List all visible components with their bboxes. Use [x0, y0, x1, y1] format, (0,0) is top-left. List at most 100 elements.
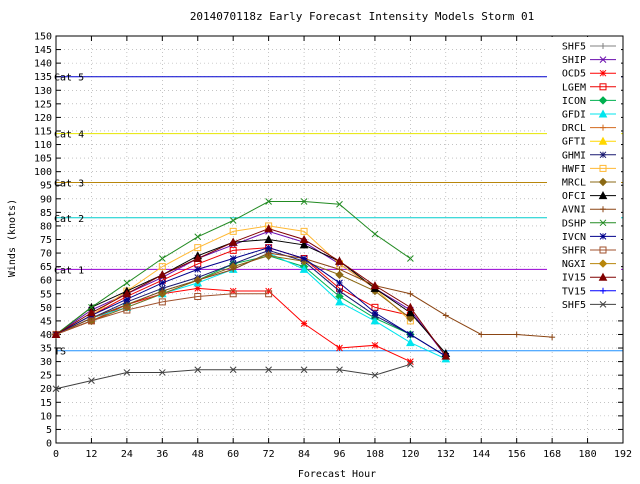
point-iv15-17-108-tr	[370, 281, 380, 290]
y-tick-label-10: 10	[40, 411, 52, 422]
point-mrcl-10-96-dm	[335, 270, 344, 279]
point-shf5-19-12-d2	[88, 377, 95, 384]
y-tick-label-125: 125	[34, 99, 52, 110]
y-axis-ticks: 0 5 10 15 20 25 30 35 40 45 50 55 60 65 70 75 80 85 90 95 10…	[34, 32, 623, 450]
series-line-ofci-11	[55, 238, 447, 354]
point-ofci-11-84-tr	[299, 240, 309, 249]
legend-marker-icon-4-dm	[598, 96, 608, 105]
point-gfdi-5-96	[335, 297, 344, 306]
legend-marker-ocd5-2-d2	[599, 69, 607, 77]
legend-label-icon-4: ICON	[562, 96, 586, 107]
point-ofci-11-120-tr	[406, 308, 415, 317]
legend-label-shf5-0: SHF5	[562, 42, 586, 53]
point-shf5-19-36	[158, 369, 166, 376]
legend-marker-dshp-13	[599, 219, 607, 227]
legend-marker-avni-12	[600, 206, 606, 213]
point-iv15-17-0-tr	[51, 329, 61, 338]
point-shf5-19-24-d2	[123, 369, 131, 376]
point-hwfi-9-48-sq	[194, 244, 202, 252]
x-tick-label-48: 48	[192, 449, 204, 460]
point-iv15-17-108	[370, 281, 380, 290]
point-ocd5-2-84	[300, 320, 308, 327]
y-tick-label-25: 25	[40, 371, 52, 382]
legend-marker-shf5-0	[600, 43, 606, 49]
point-gfdi-5-120	[406, 338, 415, 347]
point-iv15-17-36	[157, 270, 167, 279]
y-tick-label-40: 40	[40, 330, 52, 341]
point-ocd5-2-96-d2	[336, 344, 343, 352]
legend-label-ofci-11: OFCI	[562, 191, 586, 202]
legend-marker-mrcl-10-dm	[598, 177, 608, 187]
point-lgem-3-60	[229, 246, 237, 254]
point-dshp-13-84	[300, 198, 308, 205]
point-hwfi-9-36	[158, 263, 166, 271]
point-dshp-13-72	[265, 198, 272, 205]
point-shfr-15-12	[87, 317, 95, 325]
point-shfr-15-12-sq	[87, 317, 95, 325]
legend-marker-ofci-11	[598, 191, 608, 200]
point-shf5-19-120-d2	[407, 360, 414, 368]
point-ivcn-14-36	[158, 279, 166, 287]
x-tick-label-180: 180	[579, 449, 597, 460]
legend-marker-ship-1	[599, 56, 607, 63]
y-tick-label-70: 70	[40, 249, 52, 260]
point-gfdi-5-108	[370, 316, 380, 325]
legend-marker-lgem-3-sq	[599, 83, 607, 91]
point-ofci-11-72	[264, 234, 273, 243]
point-gfdi-5-120-tr	[406, 338, 415, 347]
point-iv15-17-96-tr	[335, 256, 344, 265]
series-line-lgem-3	[55, 247, 411, 335]
x-tick-label-168: 168	[543, 449, 561, 460]
legend-label-ocd5-2: OCD5	[562, 69, 586, 80]
y-tick-label-60: 60	[40, 276, 52, 287]
point-ocd5-2-120	[407, 358, 414, 365]
ref-label-cat-4: Cat 4	[54, 130, 84, 141]
point-ofci-11-120	[406, 308, 415, 317]
point-ivcn-14-108	[371, 309, 379, 317]
point-gfdi-5-84	[299, 264, 309, 273]
point-avni-12-36	[159, 288, 166, 295]
series-dshp-13	[52, 198, 414, 338]
point-dshp-13-120-d2	[407, 255, 414, 262]
y-tick-label-145: 145	[34, 45, 52, 56]
point-ivcn-14-60-d2	[229, 255, 237, 262]
point-iv15-17-120-tr	[406, 302, 415, 311]
point-dshp-13-12	[88, 303, 95, 311]
y-tick-label-90: 90	[40, 194, 52, 205]
point-shf5-19-84	[300, 366, 308, 374]
legend-marker-ofci-11-tr	[598, 191, 608, 200]
point-avni-12-120	[407, 290, 414, 297]
x-tick-label-0: 0	[53, 449, 59, 460]
legend-marker-iv15-17	[598, 272, 608, 281]
point-shfr-15-36-sq	[158, 298, 166, 306]
point-avni-12-132	[442, 312, 449, 319]
series-line-ghmi-8	[55, 249, 447, 357]
legend-marker-hwfi-9-sq	[599, 164, 607, 172]
point-shfr-15-60	[229, 290, 237, 298]
point-ghmi-8-96	[336, 287, 343, 295]
point-shfr-15-60-sq	[229, 290, 237, 298]
x-tick-label-60: 60	[227, 449, 239, 460]
y-tick-label-100: 100	[34, 167, 52, 178]
ref-label-cat-5: Cat 5	[54, 73, 84, 84]
y-axis-label: Winds (knots)	[7, 199, 18, 277]
point-shfr-15-36	[158, 298, 166, 306]
point-shf5-19-60-d2	[229, 366, 237, 374]
point-dshp-13-108-d2	[371, 230, 379, 238]
legend-marker-hwfi-9	[599, 164, 607, 172]
point-ivcn-14-120-d2	[407, 331, 414, 338]
legend-marker-gfdi-5-tr	[598, 109, 608, 118]
point-avni-12-156	[513, 331, 520, 338]
legend-marker-shf5-19	[599, 301, 607, 308]
legend-label-ship-1: SHIP	[562, 55, 586, 66]
point-hwfi-9-84	[300, 227, 308, 235]
legend-label-shfr-15: SHFR	[562, 246, 587, 257]
series-iv15-17	[51, 224, 451, 360]
point-dshp-13-24-d2	[123, 279, 131, 287]
point-avni-12-168	[549, 334, 556, 341]
legend-label-ivcn-14: IVCN	[562, 232, 586, 243]
point-shf5-19-108	[371, 371, 379, 379]
point-shf5-19-24	[123, 369, 131, 376]
legend-label-gfdi-5: GFDI	[562, 110, 586, 121]
point-iv15-17-24-tr	[122, 289, 132, 298]
